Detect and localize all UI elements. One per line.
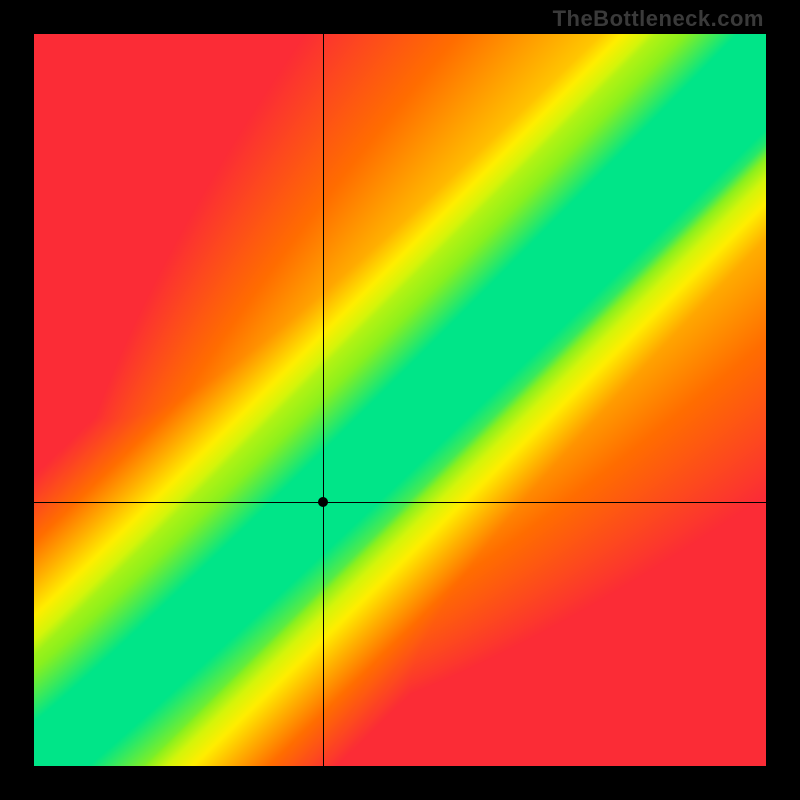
crosshair-horizontal — [34, 502, 766, 503]
crosshair-vertical — [323, 34, 324, 766]
heatmap-canvas — [34, 34, 766, 766]
watermark-text: TheBottleneck.com — [553, 6, 764, 32]
bottleneck-heatmap — [34, 34, 766, 766]
marker-dot — [318, 497, 328, 507]
